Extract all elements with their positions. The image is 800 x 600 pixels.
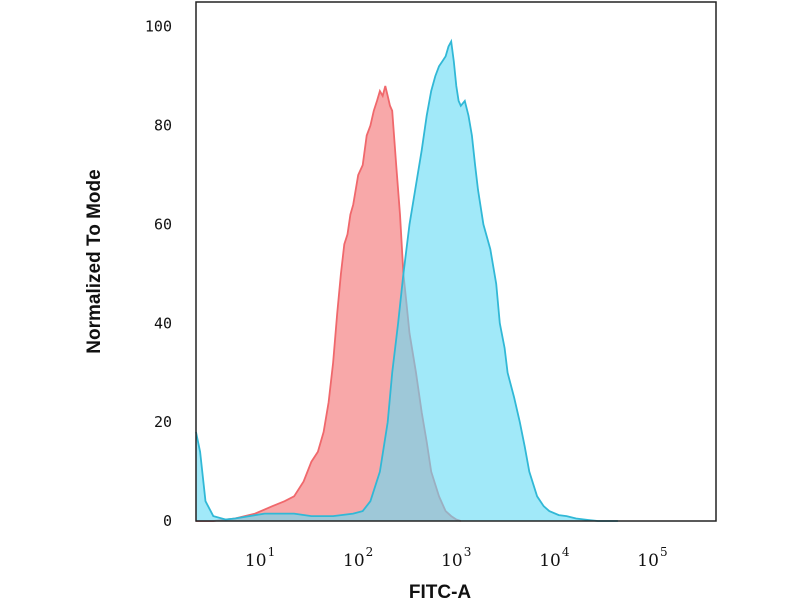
x-ticks: 10 1 10 2 10 3 10 4 10 5 xyxy=(245,545,668,571)
x-tick-base: 10 xyxy=(245,551,267,571)
y-tick-label: 80 xyxy=(154,117,172,135)
x-tick-label: 10 4 xyxy=(539,545,570,571)
x-tick-exponent: 2 xyxy=(366,545,374,559)
x-tick-exponent: 5 xyxy=(660,545,668,559)
y-tick-label: 100 xyxy=(145,18,172,36)
y-ticks: 0 20 40 60 80 100 xyxy=(145,18,172,530)
x-tick-label: 10 2 xyxy=(343,545,373,571)
x-tick-label: 10 1 xyxy=(245,545,275,571)
x-tick-label: 10 3 xyxy=(441,545,471,571)
x-tick-exponent: 3 xyxy=(464,545,472,559)
plot-frame xyxy=(195,1,717,522)
series-2-area xyxy=(196,41,618,521)
series-2-line xyxy=(195,38,618,522)
x-tick-base: 10 xyxy=(441,551,463,571)
y-tick-label: 0 xyxy=(163,512,172,530)
x-tick-base: 10 xyxy=(637,551,659,571)
x-tick-base: 10 xyxy=(539,551,561,571)
x-tick-base: 10 xyxy=(343,551,365,571)
y-tick-label: 60 xyxy=(154,215,172,233)
y-tick-label: 40 xyxy=(154,314,172,332)
plot-layer xyxy=(195,38,618,522)
y-tick-label: 20 xyxy=(154,413,172,431)
x-tick-exponent: 4 xyxy=(562,545,570,559)
x-tick-label: 10 5 xyxy=(637,545,667,571)
y-axis-title: Normalized To Mode xyxy=(84,169,105,353)
x-axis-title: FITC-A xyxy=(409,582,472,600)
x-tick-exponent: 1 xyxy=(268,545,276,559)
